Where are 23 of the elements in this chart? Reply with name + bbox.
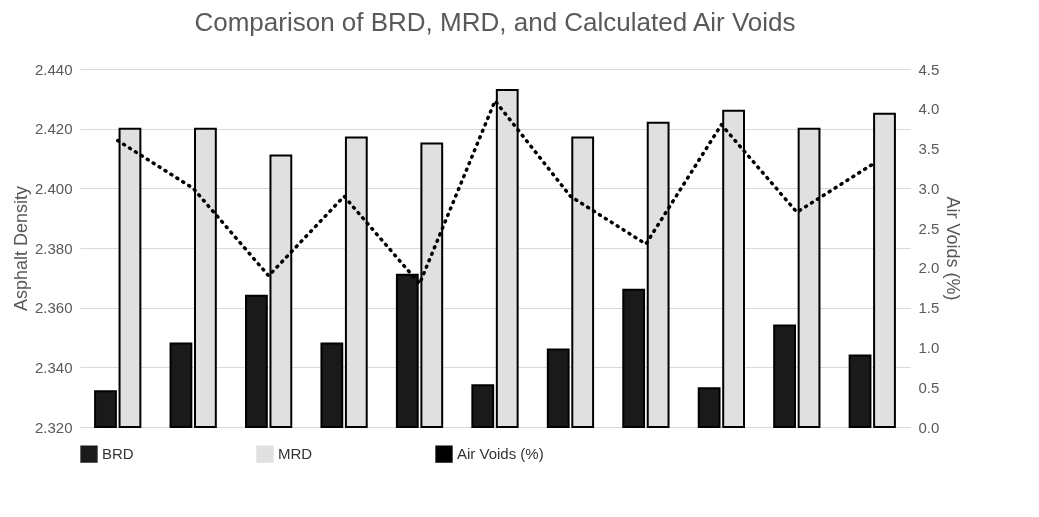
y2-tick-label: 2.0 — [918, 259, 940, 277]
y2-tick-label: 1.5 — [918, 299, 940, 317]
legend-label: BRD — [102, 445, 134, 463]
y2-tick-label: 1.0 — [918, 338, 940, 356]
y2-tick-label: 4.0 — [918, 100, 940, 118]
chart-title: Comparison of BRD, MRD, and Calculated Air Voids — [194, 7, 796, 37]
y2-tick-label: 0.0 — [918, 418, 940, 436]
y-tick-label: 2.420 — [34, 120, 73, 138]
y2-axis-title: Air Voids (%) — [943, 196, 964, 301]
legend-label: MRD — [278, 445, 313, 463]
y2-tick-label: 3.5 — [918, 140, 940, 158]
y-tick-label: 2.320 — [34, 418, 73, 436]
y-tick-label: 2.360 — [34, 299, 73, 317]
y-tick-label: 2.440 — [34, 60, 73, 78]
y2-tick-label: 2.5 — [918, 219, 940, 237]
y2-tick-label: 3.0 — [918, 179, 940, 197]
legend-label: Air Voids (%) — [457, 445, 544, 463]
y2-tick-label: 0.5 — [918, 378, 940, 396]
y-tick-label: 2.340 — [34, 358, 73, 376]
y-axis-title: Asphalt Density — [10, 185, 31, 312]
y2-tick-label: 4.5 — [918, 60, 940, 78]
y-tick-label: 2.400 — [34, 179, 73, 197]
y-tick-label: 2.380 — [34, 239, 73, 257]
